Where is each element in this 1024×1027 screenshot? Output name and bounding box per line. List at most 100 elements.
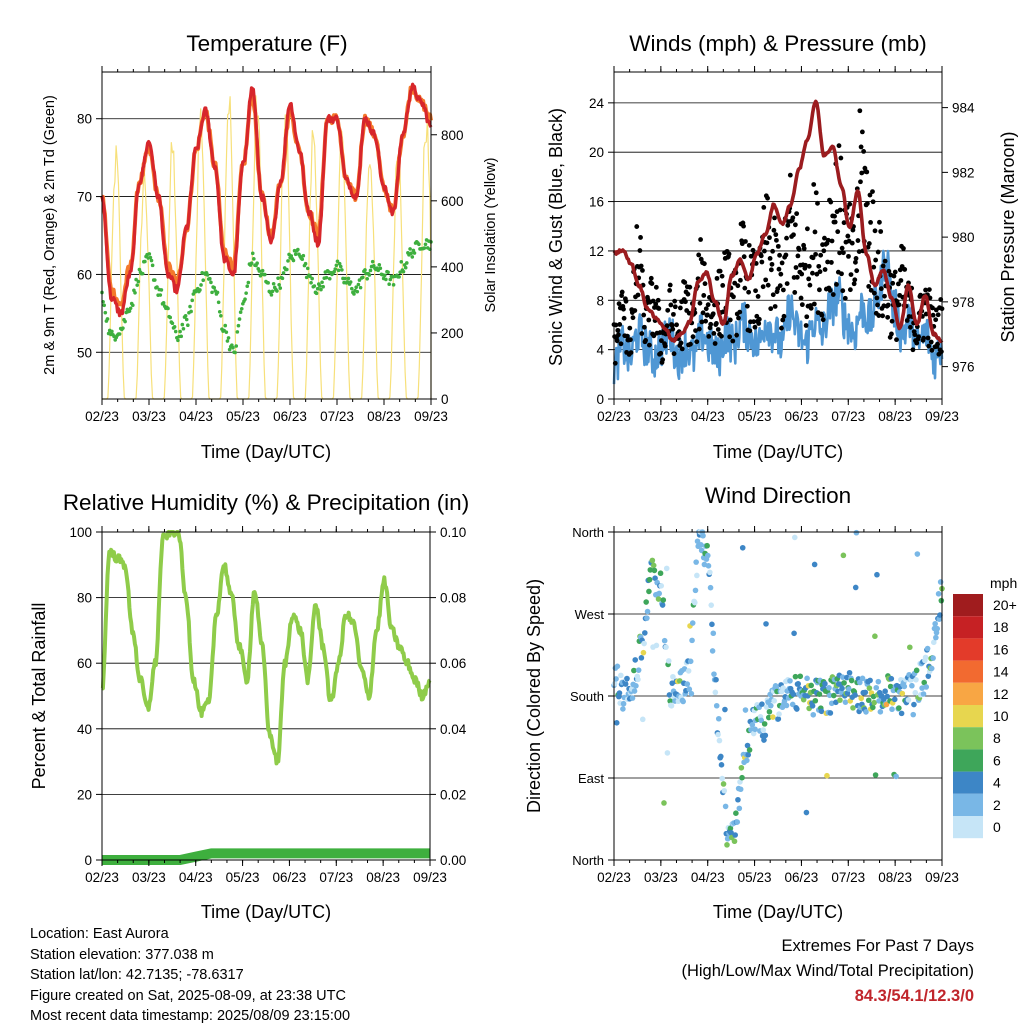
dewpoint-point <box>190 298 195 303</box>
gust-point <box>700 310 706 316</box>
y-tick-label: East <box>578 771 604 786</box>
legend-label: 20+ <box>993 597 1017 613</box>
direction-point <box>766 708 773 715</box>
gust-point <box>912 332 918 338</box>
gust-point <box>617 322 623 327</box>
gust-point <box>646 317 652 323</box>
gust-point <box>653 284 659 290</box>
direction-point <box>771 698 778 704</box>
direction-point <box>711 671 717 677</box>
direction-point <box>658 583 665 589</box>
direction-point <box>884 693 891 700</box>
dewpoint-point <box>208 276 212 281</box>
direction-point <box>937 612 943 618</box>
winds-series <box>611 99 945 385</box>
gust-point <box>792 222 798 228</box>
dewpoint-point <box>205 273 210 277</box>
gust-point <box>735 283 741 289</box>
y-tick-label: North <box>572 853 604 868</box>
temperature-y2label: Solar Insolation (Yellow) <box>483 157 499 312</box>
gust-point <box>699 319 705 325</box>
direction-gridlines <box>614 531 942 861</box>
direction-point <box>831 692 837 699</box>
direction-point <box>670 673 676 680</box>
dewpoint-point <box>410 255 415 259</box>
dewpoint-point <box>305 266 310 271</box>
direction-point <box>742 707 749 713</box>
gust-point <box>670 326 676 332</box>
legend-swatch <box>953 705 983 728</box>
gust-point <box>872 228 878 234</box>
dewpoint-point <box>403 265 408 270</box>
dewpoint-point <box>285 267 289 272</box>
gust-point <box>668 302 674 308</box>
direction-point <box>676 678 683 684</box>
y2-tick-label: 0.04 <box>440 722 467 737</box>
gust-point <box>719 333 724 339</box>
gust-point <box>755 294 761 299</box>
direction-point <box>863 709 869 715</box>
solar-insolation-line <box>102 95 432 400</box>
direction-point <box>709 648 716 654</box>
direction-point <box>731 838 738 845</box>
gust-point <box>685 291 691 297</box>
x-tick-label: 05/23 <box>226 870 260 885</box>
dewpoint-point <box>368 268 373 273</box>
y-tick-label: 8 <box>596 293 604 308</box>
direction-point <box>795 681 802 687</box>
direction-point <box>644 608 651 615</box>
gust-point <box>866 241 872 246</box>
gust-point <box>867 192 873 198</box>
x-tick-label: 08/23 <box>878 870 912 885</box>
gust-point <box>641 324 647 330</box>
gust-point <box>737 277 743 283</box>
gust-point <box>930 305 935 311</box>
gust-point <box>813 251 819 257</box>
gust-point <box>741 254 747 260</box>
gust-point <box>696 252 702 258</box>
dewpoint-point <box>166 306 170 311</box>
direction-point <box>665 658 672 664</box>
dewpoint-point <box>110 329 114 334</box>
dewpoint-point <box>217 309 222 314</box>
temperature-xlabel: Time (Day/UTC) <box>201 442 331 462</box>
x-tick-label: 02/23 <box>597 870 631 885</box>
temperature-frame <box>101 71 432 400</box>
dewpoint-point <box>363 268 367 272</box>
gust-point <box>779 325 784 331</box>
gust-point <box>798 295 804 301</box>
gust-point <box>794 274 800 280</box>
direction-point <box>744 742 751 749</box>
direction-point <box>708 602 715 608</box>
x-tick-label: 03/23 <box>132 409 166 424</box>
direction-point <box>826 685 832 691</box>
direction-point <box>907 644 913 651</box>
extremes-box: Extremes For Past 7 Days (High/Low/Max W… <box>681 934 974 1009</box>
dewpoint-point <box>226 336 231 340</box>
gust-point <box>808 305 814 311</box>
direction-point <box>749 721 756 728</box>
gust-point <box>660 357 666 363</box>
legend-label: 4 <box>993 775 1001 791</box>
direction-point <box>705 563 712 569</box>
x-tick-label: 07/23 <box>831 870 865 885</box>
dewpoint-point <box>377 262 382 267</box>
direction-panel: Wind Direction 02/23 03/23 04/23 05/23 06/23… <box>524 483 1017 922</box>
dewpoint-point <box>246 280 251 285</box>
temperature-ticks: 02/23 03/23 04/23 05/23 06/23 07/23 08/23 09/23… <box>77 66 464 424</box>
y-tick-label: 12 <box>589 244 604 259</box>
dewpoint-point <box>388 277 393 282</box>
direction-point <box>818 708 825 715</box>
dewpoint-point <box>423 242 428 247</box>
gust-point <box>768 267 774 273</box>
gust-point <box>817 269 823 275</box>
gust-point <box>859 129 865 135</box>
direction-point <box>655 596 662 602</box>
gust-point <box>785 222 791 228</box>
direction-point <box>650 562 657 569</box>
dewpoint-point <box>348 280 353 284</box>
gust-point <box>816 287 822 293</box>
gust-point <box>784 281 790 287</box>
dewpoint-point <box>103 310 108 315</box>
gust-point <box>811 301 817 307</box>
